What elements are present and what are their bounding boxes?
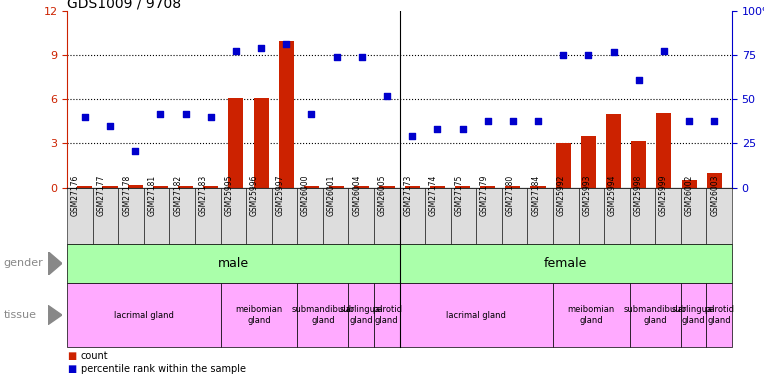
- Point: [255, 45, 267, 51]
- Bar: [178, 186, 193, 188]
- Point: [582, 53, 594, 58]
- Point: [104, 123, 116, 129]
- Point: [557, 53, 569, 58]
- Text: GSM25999: GSM25999: [659, 174, 668, 216]
- Point: [129, 148, 141, 154]
- Text: ■: ■: [67, 364, 76, 374]
- Point: [205, 114, 217, 120]
- Bar: [153, 186, 168, 188]
- Point: [683, 118, 695, 124]
- Text: sublingual
gland: sublingual gland: [339, 305, 383, 325]
- Point: [481, 118, 494, 124]
- Text: GSM27181: GSM27181: [147, 174, 157, 216]
- Bar: [555, 144, 571, 188]
- Text: GSM27175: GSM27175: [455, 174, 464, 216]
- Bar: [707, 173, 722, 188]
- Bar: [480, 186, 495, 188]
- Bar: [354, 186, 369, 188]
- Point: [280, 40, 293, 46]
- Bar: [102, 186, 118, 188]
- Text: GDS1009 / 9708: GDS1009 / 9708: [67, 0, 181, 10]
- Bar: [581, 136, 596, 188]
- Text: submandibular
gland: submandibular gland: [291, 305, 354, 325]
- Text: count: count: [81, 351, 108, 361]
- Bar: [77, 186, 92, 188]
- Point: [79, 114, 91, 120]
- Text: ■: ■: [67, 351, 76, 361]
- Text: GSM26000: GSM26000: [301, 174, 310, 216]
- Text: GSM26005: GSM26005: [377, 174, 387, 216]
- Text: GSM27177: GSM27177: [96, 174, 105, 216]
- Bar: [681, 180, 697, 188]
- Text: meibomian
gland: meibomian gland: [568, 305, 615, 325]
- Point: [356, 54, 368, 60]
- Text: percentile rank within the sample: percentile rank within the sample: [81, 364, 246, 374]
- Text: GSM27183: GSM27183: [199, 174, 208, 216]
- Bar: [405, 186, 419, 188]
- Bar: [228, 98, 244, 188]
- Text: female: female: [544, 257, 588, 270]
- Text: GSM27182: GSM27182: [173, 174, 183, 216]
- Text: GSM25994: GSM25994: [608, 174, 617, 216]
- Text: GSM27174: GSM27174: [429, 174, 438, 216]
- Point: [154, 111, 167, 117]
- Bar: [505, 186, 520, 188]
- Text: parotid
gland: parotid gland: [704, 305, 734, 325]
- Text: meibomian
gland: meibomian gland: [235, 305, 283, 325]
- Text: GSM27179: GSM27179: [480, 174, 489, 216]
- Bar: [455, 186, 470, 188]
- Text: GSM25995: GSM25995: [225, 174, 234, 216]
- Point: [431, 126, 443, 132]
- Bar: [203, 186, 219, 188]
- Text: GSM25998: GSM25998: [633, 174, 643, 216]
- Bar: [304, 186, 319, 188]
- Text: tissue: tissue: [4, 310, 37, 320]
- Bar: [279, 40, 294, 188]
- Text: GSM25993: GSM25993: [582, 174, 591, 216]
- Point: [331, 54, 343, 60]
- Point: [532, 118, 544, 124]
- Text: parotid
gland: parotid gland: [372, 305, 402, 325]
- Point: [406, 133, 418, 139]
- Point: [306, 111, 318, 117]
- Polygon shape: [48, 305, 62, 325]
- Text: sublingual
gland: sublingual gland: [672, 305, 715, 325]
- Text: GSM27176: GSM27176: [71, 174, 80, 216]
- Text: male: male: [218, 257, 249, 270]
- Text: GSM26003: GSM26003: [710, 174, 719, 216]
- Text: lacrimal gland: lacrimal gland: [114, 310, 174, 320]
- Text: lacrimal gland: lacrimal gland: [446, 310, 507, 320]
- Text: GSM26001: GSM26001: [327, 174, 335, 216]
- Text: GSM25996: GSM25996: [250, 174, 259, 216]
- Point: [507, 118, 519, 124]
- Text: GSM25997: GSM25997: [276, 174, 284, 216]
- Point: [658, 48, 670, 54]
- Text: GSM27178: GSM27178: [122, 174, 131, 216]
- Point: [607, 50, 620, 55]
- Text: gender: gender: [4, 258, 44, 268]
- Bar: [530, 186, 545, 188]
- Point: [456, 126, 468, 132]
- Bar: [380, 186, 394, 188]
- Bar: [254, 98, 269, 188]
- Bar: [329, 186, 345, 188]
- Text: submandibular
gland: submandibular gland: [623, 305, 687, 325]
- Point: [230, 48, 242, 54]
- Bar: [631, 141, 646, 188]
- Text: GSM27173: GSM27173: [403, 174, 413, 216]
- Text: GSM27180: GSM27180: [506, 174, 515, 216]
- Point: [633, 77, 645, 83]
- Bar: [656, 112, 672, 188]
- Text: GSM26004: GSM26004: [352, 174, 361, 216]
- Text: GSM27184: GSM27184: [531, 174, 540, 216]
- Point: [708, 118, 720, 124]
- Text: GSM26002: GSM26002: [685, 174, 694, 216]
- Bar: [430, 186, 445, 188]
- Bar: [128, 184, 143, 188]
- Text: GSM25992: GSM25992: [557, 174, 565, 216]
- Polygon shape: [48, 252, 62, 275]
- Point: [180, 111, 192, 117]
- Bar: [606, 114, 621, 188]
- Point: [381, 93, 393, 99]
